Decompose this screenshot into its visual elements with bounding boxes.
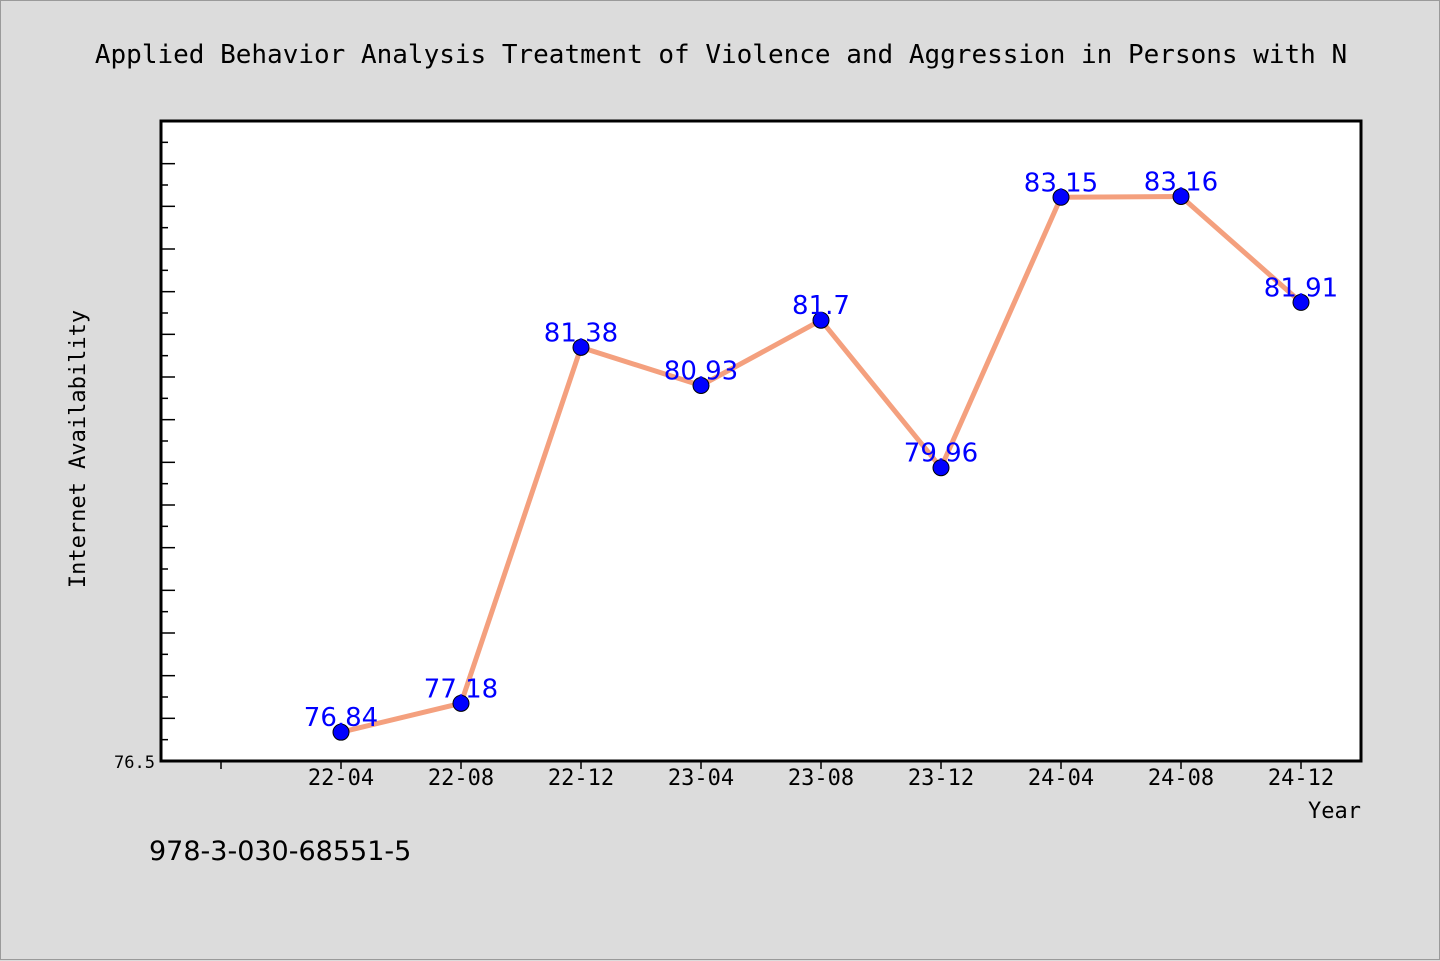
- data-points: [332, 187, 1310, 741]
- y-axis-label: Internet Availability: [66, 310, 91, 588]
- data-point: [692, 376, 710, 394]
- data-label: 79.96: [904, 439, 978, 469]
- data-label: 77.18: [424, 674, 498, 704]
- data-label: 76.84: [304, 703, 378, 733]
- data-point: [932, 459, 950, 477]
- data-labels: 76.84 77.18 81.38 80.93 81.7 79.96 83.15 83.16 8…: [304, 167, 1338, 733]
- data-label: 80.93: [664, 356, 738, 386]
- x-tick-label: 24-12: [1268, 766, 1334, 791]
- x-tick-label: 22-08: [428, 766, 494, 791]
- x-tick-label: 23-12: [908, 766, 974, 791]
- data-point: [1172, 187, 1190, 205]
- y-tick-label: 76.5: [114, 753, 155, 773]
- data-point: [1292, 293, 1310, 311]
- x-tick-label: 23-08: [788, 766, 854, 791]
- x-tick-label: 24-04: [1028, 766, 1094, 791]
- data-point: [1052, 188, 1070, 206]
- x-tick-label: 24-08: [1148, 766, 1214, 791]
- data-point: [332, 723, 350, 741]
- data-point: [812, 311, 830, 329]
- y-axis-ticks: [161, 120, 175, 762]
- data-label: 81.91: [1264, 273, 1338, 303]
- chart-title: Applied Behavior Analysis Treatment of V…: [95, 40, 1347, 70]
- data-point: [452, 694, 470, 712]
- x-tick-labels: 22-04 22-08 22-12 23-04 23-08 23-12 24-04 24-08…: [308, 766, 1334, 791]
- x-tick-label: 23-04: [668, 766, 734, 791]
- x-tick-label: 22-04: [308, 766, 374, 791]
- data-label: 83.15: [1024, 168, 1098, 198]
- data-label: 81.38: [544, 318, 618, 348]
- x-axis-ticks: [220, 761, 1302, 769]
- data-label: 81.7: [792, 291, 850, 321]
- x-tick-label: 22-12: [548, 766, 614, 791]
- plot-area: [159, 119, 1363, 763]
- isbn-text: 978-3-030-68551-5: [149, 836, 412, 867]
- data-point: [572, 338, 590, 356]
- data-label: 83.16: [1144, 167, 1218, 197]
- x-axis-label: Year: [1308, 799, 1361, 824]
